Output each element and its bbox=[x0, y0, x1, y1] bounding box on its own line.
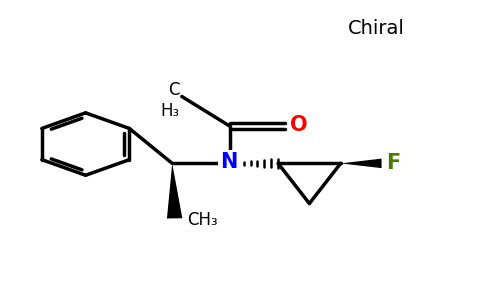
Text: N: N bbox=[220, 152, 238, 172]
Polygon shape bbox=[341, 159, 381, 168]
Text: H₃: H₃ bbox=[160, 102, 180, 120]
Text: F: F bbox=[386, 153, 401, 173]
Polygon shape bbox=[167, 164, 182, 218]
Text: CH₃: CH₃ bbox=[187, 211, 217, 229]
Text: O: O bbox=[290, 115, 308, 135]
Text: Chiral: Chiral bbox=[348, 19, 405, 38]
Text: C: C bbox=[168, 81, 180, 99]
